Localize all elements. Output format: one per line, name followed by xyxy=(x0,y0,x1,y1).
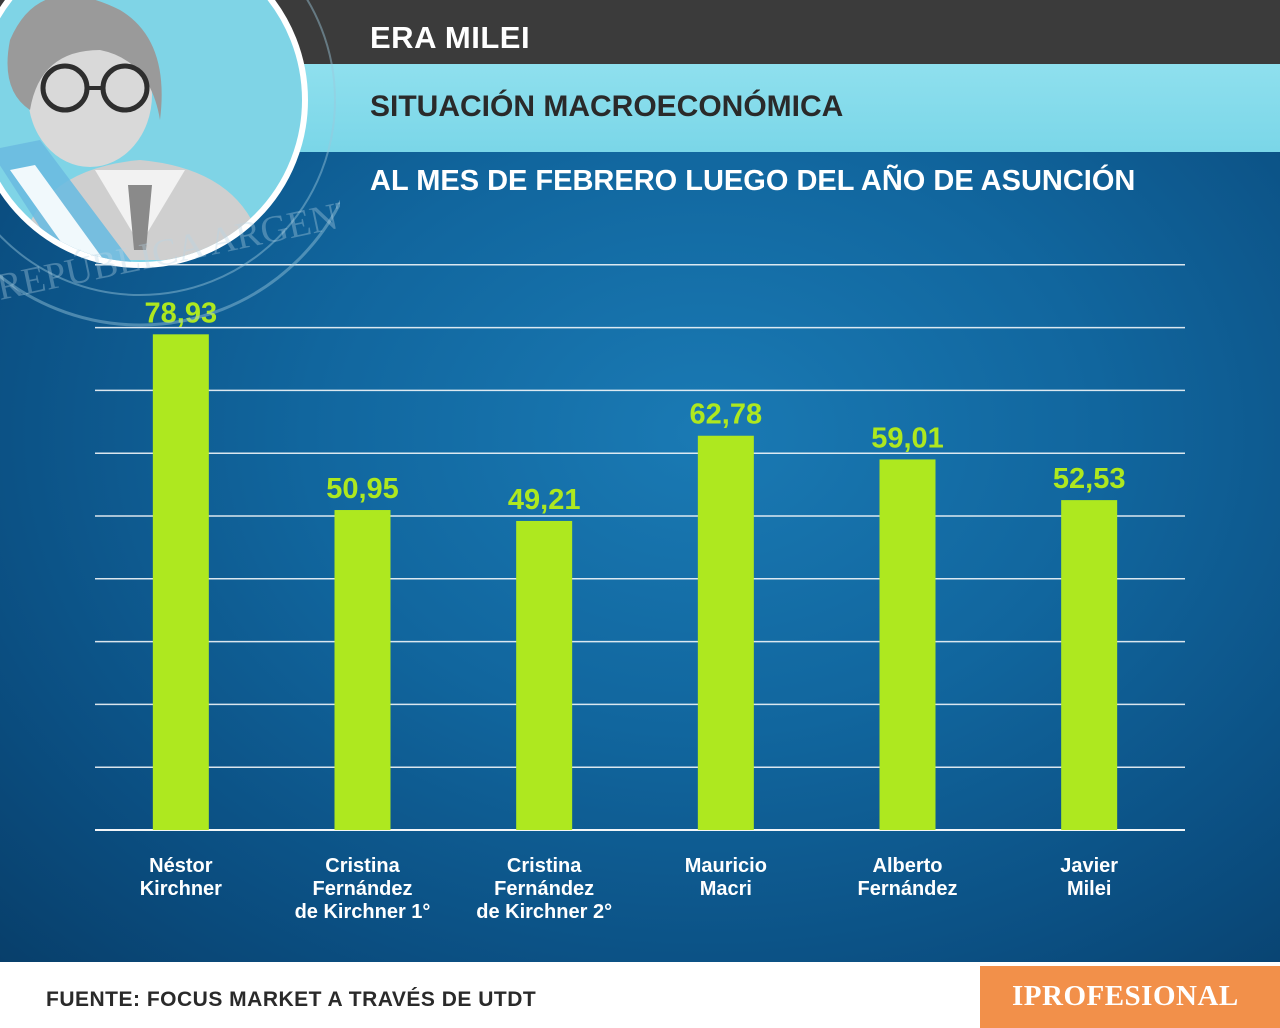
bar xyxy=(697,435,754,830)
portrait-figure xyxy=(0,0,265,262)
page-title: ERA MILEI xyxy=(370,20,531,55)
section-title: SITUACIÓN MACROECONÓMICA xyxy=(370,90,844,123)
category-label: Néstor Kirchner xyxy=(140,855,222,900)
category-label-line: Cristina xyxy=(325,855,400,877)
portrait-circle-border xyxy=(0,0,308,268)
bar-value-label: 59,01 xyxy=(871,422,944,454)
source-note: FUENTE: FOCUS MARKET A TRAVÉS DE UTDT xyxy=(46,988,537,1011)
category-label: Mauricio Macri xyxy=(685,855,767,900)
bar-value-label: 50,95 xyxy=(326,473,399,505)
brand-logo: IPROFESIONAL xyxy=(1012,980,1239,1012)
category-label-line: Macri xyxy=(700,878,752,900)
bar xyxy=(1061,500,1118,830)
bars xyxy=(152,334,1118,830)
portrait-illustration: REPÚBLICA ARGENTINA · NACIÓN xyxy=(0,0,340,327)
value-labels: 78,93 50,95 49,21 62,78 59,01 52,53 xyxy=(145,297,1126,516)
bar-value-label: 62,78 xyxy=(690,399,763,431)
category-label-line: Fernández xyxy=(312,878,412,900)
category-label-line: Cristina xyxy=(507,855,582,877)
category-label-line: de Kirchner 2° xyxy=(476,901,612,923)
category-label: Alberto Fernández xyxy=(857,855,957,900)
category-label-line: Fernández xyxy=(857,878,957,900)
category-label-line: Fernández xyxy=(494,878,594,900)
category-label-line: Kirchner xyxy=(140,878,222,900)
category-label-line: Milei xyxy=(1067,878,1111,900)
bar-value-label: 52,53 xyxy=(1053,463,1126,495)
bar xyxy=(516,520,573,830)
bar-value-label: 78,93 xyxy=(145,297,218,329)
bar-value-label: 49,21 xyxy=(508,484,581,516)
category-label-line: de Kirchner 1° xyxy=(295,901,431,923)
category-label-line: Javier xyxy=(1060,855,1118,877)
seal-inner-ring xyxy=(0,0,336,296)
bar xyxy=(152,334,209,830)
seal-outer-ring xyxy=(0,0,340,327)
category-label: Cristina Fernández de Kirchner 1° xyxy=(295,855,431,923)
gridlines xyxy=(95,264,1185,831)
category-label-line: Mauricio xyxy=(685,855,767,877)
category-label: Cristina Fernández de Kirchner 2° xyxy=(476,855,612,923)
chart-subtitle: AL MES DE FEBRERO LUEGO DEL AÑO DE ASUNC… xyxy=(370,165,1136,197)
category-label: Javier Milei xyxy=(1060,855,1118,900)
brand-box xyxy=(980,966,1280,1028)
category-label-line: Néstor xyxy=(149,855,213,877)
bar xyxy=(334,510,391,830)
bar-chart: 78,93 50,95 49,21 62,78 59,01 52,53 Néstor Kir… xyxy=(95,264,1185,923)
bar xyxy=(879,459,936,830)
category-label-line: Alberto xyxy=(873,855,943,877)
